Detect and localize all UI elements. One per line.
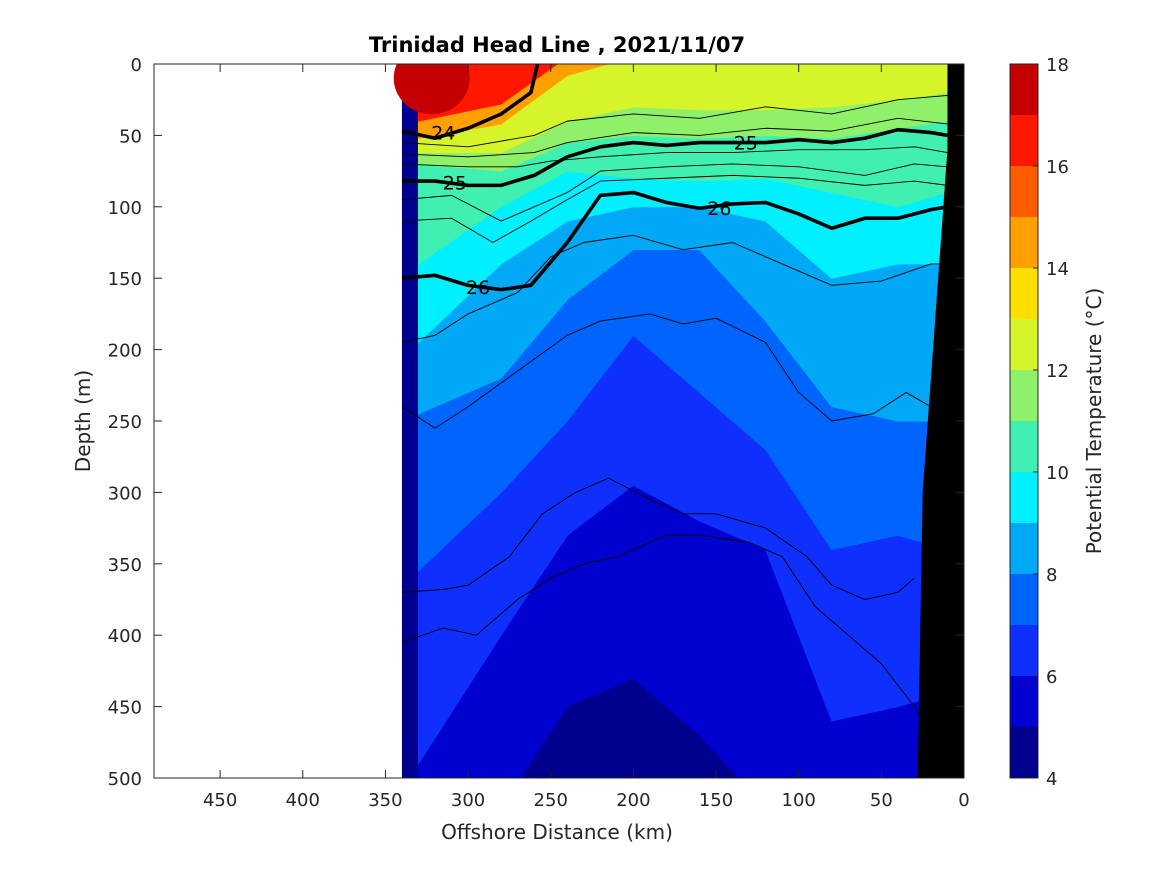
colorbar-tick-label: 4 [1046,769,1057,790]
x-tick-label: 450 [203,790,237,811]
colorbar-swatch [1010,370,1038,421]
density-contour-26 [401,190,948,292]
colorbar-swatch [1010,319,1038,370]
density-contour-24 [401,64,540,141]
x-tick-label: 300 [451,790,485,811]
y-tick-label: 250 [108,412,142,433]
density-contours [401,64,948,736]
x-tick-label: 100 [782,790,816,811]
y-tick-label: 50 [119,126,142,147]
colorbar-swatch [1010,268,1038,319]
colorbar-swatch [1010,64,1038,115]
colorbar-tick-label: 8 [1046,565,1057,586]
density-contour-minor [401,163,948,222]
y-tick-label: 100 [108,198,142,219]
contour-label: 25 [443,173,467,195]
density-contour-minor [401,234,948,343]
plot-area: 24 25 25 26 26 [154,64,964,778]
y-axis: 0 50 100 150 200 250 300 350 400 450 500 [108,55,964,790]
colorbar-frame [1009,63,1039,779]
colorbar-swatch [1010,676,1038,727]
density-contour-minor [401,477,915,600]
density-contour-25 [401,127,948,188]
density-contour-minor [401,117,948,158]
chart-title: Trinidad Head Line , 2021/11/07 [369,33,745,57]
colorbar-swatch [1010,115,1038,166]
x-tick-label: 400 [286,790,320,811]
colorbar-tick-label: 10 [1046,463,1069,484]
y-tick-label: 200 [108,341,142,362]
x-axis: 450 400 350 300 250 200 150 100 50 0 [203,64,970,811]
colorbar-swatch [1010,421,1038,472]
y-tick-label: 300 [108,483,142,504]
density-contour-minor [401,313,948,429]
colorbar-tick-label: 14 [1046,259,1069,280]
x-tick-label: 250 [534,790,568,811]
y-tick-label: 450 [108,698,142,719]
contour-label: 24 [431,123,455,145]
y-tick-label: 500 [108,769,142,790]
contour-label: 26 [466,277,490,299]
y-axis-label: Depth (m) [71,370,95,472]
contour-labels: 24 25 25 26 26 [431,123,758,299]
x-tick-label: 200 [616,790,650,811]
colorbar-tick-label: 12 [1046,361,1069,382]
density-contour-minor [401,94,948,148]
y-tick-label: 400 [108,626,142,647]
y-tick-label: 150 [108,269,142,290]
y-tick-label: 0 [131,55,142,76]
density-contour-minor [401,174,948,243]
colorbar-tick-label: 16 [1046,157,1069,178]
contour-label: 25 [734,133,758,155]
y-tick-label: 350 [108,555,142,576]
x-axis-label: Offshore Distance (km) [441,820,673,844]
x-tick-label: 350 [368,790,402,811]
temperature-field [393,64,948,778]
x-tick-label: 150 [699,790,733,811]
x-tick-label: 50 [870,790,893,811]
contour-label: 26 [707,198,731,220]
colorbar-swatch [1010,625,1038,676]
colorbar-swatch [1010,523,1038,574]
colorbar-swatch [1010,727,1038,778]
colorbar-swatch [1010,217,1038,268]
warm-core [393,64,470,115]
colorbar: 4 6 8 10 12 14 16 18 [1009,55,1069,790]
colorbar-swatch [1010,574,1038,625]
colorbar-tick-label: 18 [1046,55,1069,76]
land-mask [917,64,964,778]
density-contour-minor [401,146,948,168]
colorbar-swatch [1010,472,1038,523]
colorbar-label: Potential Temperature (°C) [1082,288,1106,555]
land-bathymetry [917,64,964,778]
colorbar-swatch [1010,166,1038,217]
colorbar-tick-label: 6 [1046,667,1057,688]
density-contour-minor [401,534,932,736]
x-tick-label: 0 [958,790,969,811]
